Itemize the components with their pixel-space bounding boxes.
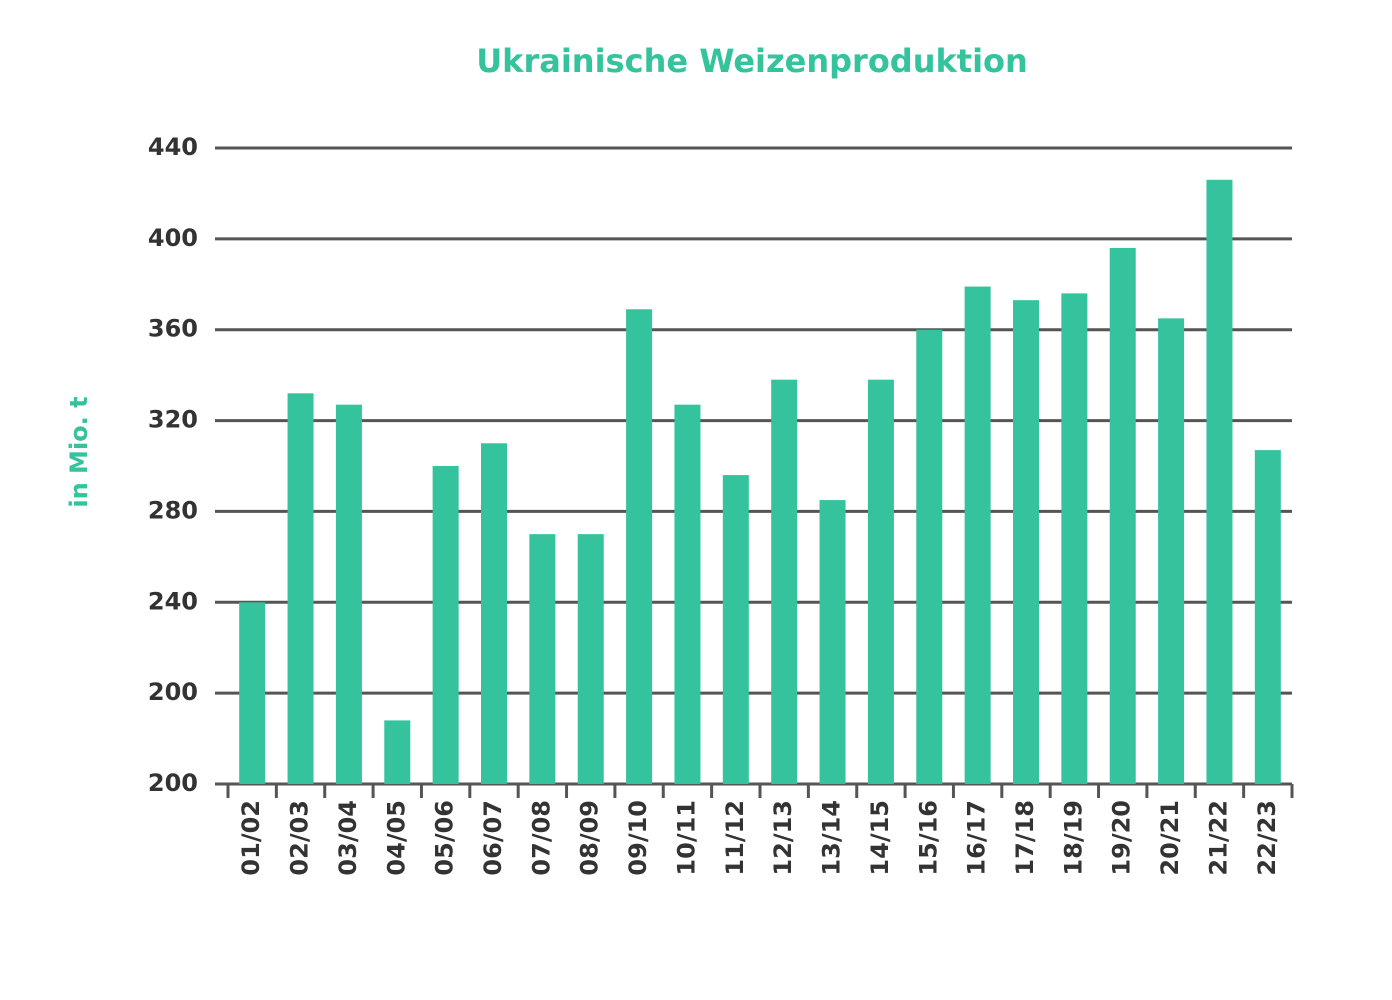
bar [577,534,604,784]
x-tick-label: 17/18 [1011,800,1039,876]
x-tick-label: 08/09 [576,800,604,876]
x-tick-label: 13/14 [818,800,846,876]
chart-title: Ukrainische Weizenproduktion [476,42,1028,80]
bar [335,404,362,784]
x-tick-label: 19/20 [1108,800,1136,876]
bar [287,393,314,784]
bar [1206,179,1233,785]
bar [674,404,701,784]
bar [432,466,459,784]
y-axis-label: in Mio. t [65,396,93,507]
bar [1061,293,1088,784]
bar [867,379,894,784]
bar [1254,450,1281,784]
x-tick-label: 09/10 [624,800,652,876]
x-tick-label: 21/22 [1204,800,1232,876]
x-tick-label: 10/11 [672,800,700,876]
y-tick-label: 400 [148,224,198,252]
x-tick-label: 02/03 [286,800,314,876]
x-tick-label: 01/02 [237,800,265,876]
x-tick-label: 14/15 [866,800,894,876]
bar [529,534,556,784]
x-tick-label: 16/17 [963,800,991,876]
bar [1013,300,1039,784]
bar [819,500,846,784]
bar [239,602,266,784]
y-tick-label: 360 [148,315,198,343]
bar [384,720,411,784]
x-tick-label: 15/16 [914,800,942,876]
y-tick-label: 200 [148,769,198,797]
y-tick-label: 320 [148,406,198,434]
y-tick-label: 280 [148,496,198,524]
bar [1109,247,1136,784]
bar [964,286,991,784]
y-tick-label: 240 [148,587,198,615]
x-tick-label: 11/12 [721,800,749,876]
x-tick-label: 18/19 [1059,800,1087,876]
x-tick-label: 06/07 [479,800,507,876]
bar [771,379,798,784]
x-tick-label: 03/04 [334,800,362,876]
x-tick-label: 12/13 [769,800,797,876]
bar [626,309,653,784]
x-tick-label: 07/08 [527,800,555,876]
x-tick-label: 04/05 [382,800,410,876]
bar [481,443,507,784]
y-tick-label: 200 [148,678,198,706]
bar [916,329,943,784]
x-tick-label: 22/23 [1253,800,1281,876]
bar [1158,318,1185,784]
bar [722,475,749,784]
x-tick-label: 20/21 [1156,800,1184,876]
y-tick-label: 440 [148,133,198,161]
x-tick-label: 05/06 [431,800,459,876]
